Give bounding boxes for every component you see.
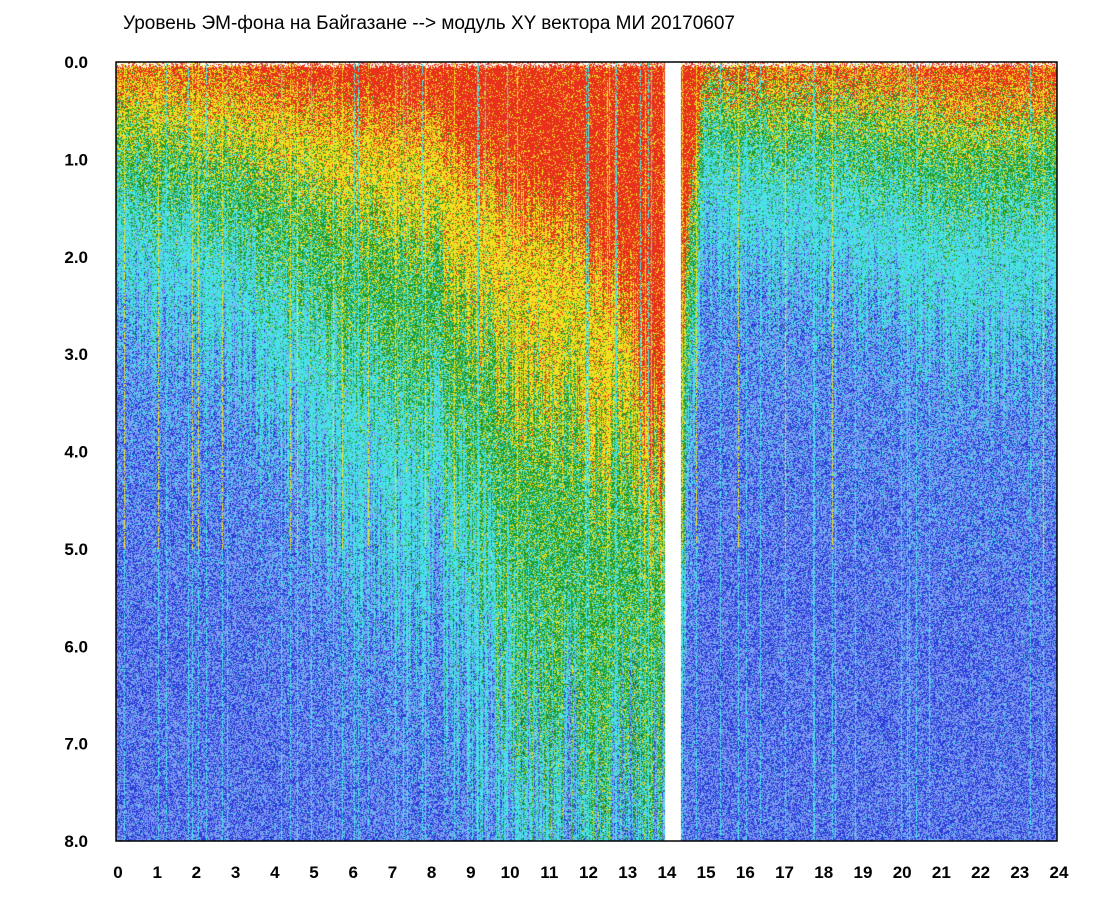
x-tick-label: 3: [231, 863, 240, 882]
y-tick-label: 0.0: [64, 53, 88, 72]
x-tick-label: 11: [540, 863, 558, 882]
x-tick-label: 15: [697, 863, 716, 882]
plot-frame: [115, 61, 1058, 842]
y-tick-label: 8.0: [64, 832, 88, 851]
x-tick-label: 7: [388, 863, 397, 882]
x-tick-label: 10: [501, 863, 520, 882]
y-tick-label: 5.0: [64, 540, 88, 559]
chart-title: Уровень ЭМ-фона на Байгазане --> модуль …: [123, 13, 735, 34]
x-tick-label: 20: [893, 863, 912, 882]
x-tick-label: 12: [579, 863, 598, 882]
x-axis: 0 1 2 3 4 5 6 7 8 9 10 11 12 13 14 15 16 17 18 19 20 21 22 23 24: [113, 863, 1069, 882]
x-tick-label: 19: [853, 863, 872, 882]
heatmap-image: [116, 62, 1057, 841]
x-tick-label: 1: [152, 863, 161, 882]
y-axis: 0.0 1.0 2.0 3.0 4.0 5.0 6.0 7.0 8.0: [64, 53, 88, 851]
y-tick-label: 1.0: [64, 150, 88, 169]
x-tick-label: 14: [657, 863, 676, 882]
x-tick-label: 21: [932, 863, 951, 882]
x-tick-label: 5: [309, 863, 318, 882]
x-tick-label: 0: [113, 863, 122, 882]
y-tick-label: 7.0: [64, 735, 88, 754]
x-tick-label: 9: [466, 863, 475, 882]
y-tick-label: 4.0: [64, 443, 88, 462]
plot-area: [116, 62, 1057, 841]
y-tick-label: 3.0: [64, 345, 88, 364]
y-tick-label: 6.0: [64, 637, 88, 656]
x-tick-label: 23: [1010, 863, 1029, 882]
x-tick-label: 8: [427, 863, 436, 882]
x-tick-label: 16: [736, 863, 755, 882]
x-tick-label: 22: [971, 863, 990, 882]
x-tick-label: 6: [349, 863, 358, 882]
x-tick-label: 24: [1050, 863, 1069, 882]
y-tick-label: 2.0: [64, 248, 88, 267]
x-tick-label: 2: [192, 863, 201, 882]
x-tick-label: 18: [814, 863, 833, 882]
x-tick-label: 17: [775, 863, 794, 882]
x-tick-label: 13: [618, 863, 637, 882]
x-tick-label: 4: [270, 863, 280, 882]
